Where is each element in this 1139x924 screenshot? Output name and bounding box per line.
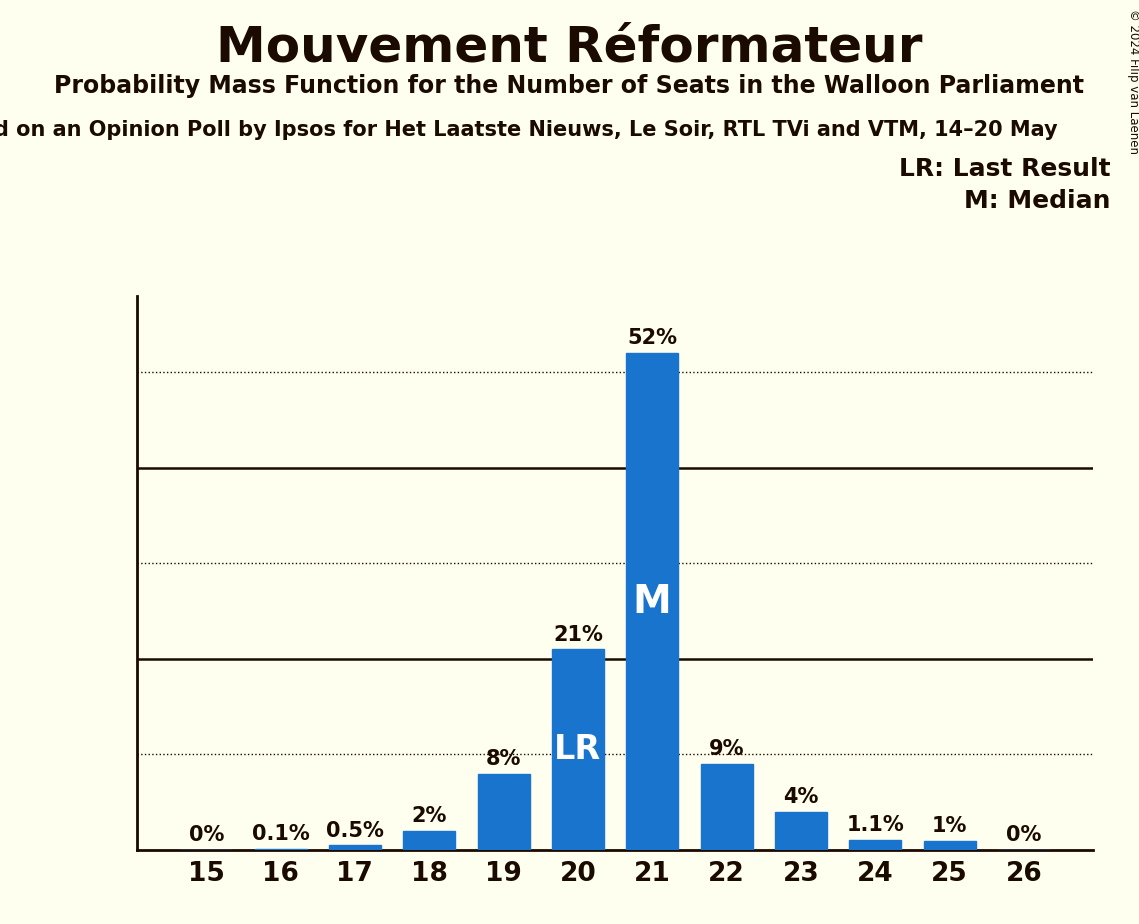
Text: 9%: 9% <box>708 739 744 760</box>
Text: d on an Opinion Poll by Ipsos for Het Laatste Nieuws, Le Soir, RTL TVi and VTM, : d on an Opinion Poll by Ipsos for Het La… <box>0 120 1058 140</box>
Text: Probability Mass Function for the Number of Seats in the Walloon Parliament: Probability Mass Function for the Number… <box>55 74 1084 98</box>
Text: 21%: 21% <box>552 625 603 645</box>
Text: 0%: 0% <box>1006 825 1042 845</box>
Text: 52%: 52% <box>628 328 678 348</box>
Text: 1%: 1% <box>932 816 967 835</box>
Bar <box>329 845 380 850</box>
Text: 0%: 0% <box>188 825 224 845</box>
Bar <box>626 353 678 850</box>
Bar <box>403 831 456 850</box>
Text: LR: Last Result: LR: Last Result <box>899 157 1111 181</box>
Text: 8%: 8% <box>486 748 522 769</box>
Text: 0.5%: 0.5% <box>326 821 384 841</box>
Text: M: M <box>633 582 672 621</box>
Bar <box>552 650 604 850</box>
Bar <box>775 812 827 850</box>
Bar <box>850 840 901 850</box>
Text: Mouvement Réformateur: Mouvement Réformateur <box>216 23 923 71</box>
Bar <box>477 773 530 850</box>
Bar <box>254 849 306 850</box>
Bar <box>924 841 976 850</box>
Text: M: Median: M: Median <box>964 189 1111 213</box>
Text: © 2024 Filip van Laenen: © 2024 Filip van Laenen <box>1126 9 1139 154</box>
Text: 2%: 2% <box>411 806 446 826</box>
Text: 1.1%: 1.1% <box>846 815 904 834</box>
Bar <box>700 764 753 850</box>
Text: 0.1%: 0.1% <box>252 824 310 845</box>
Text: LR: LR <box>555 734 601 766</box>
Text: 4%: 4% <box>784 787 819 807</box>
